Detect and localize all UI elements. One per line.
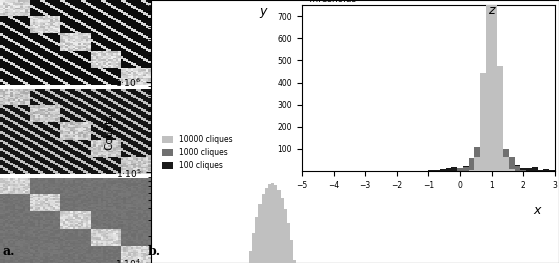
Text: y: y [259, 5, 266, 18]
Y-axis label: Counts: Counts [104, 113, 114, 150]
Bar [265, 188, 268, 263]
Bar [258, 204, 262, 263]
Bar [252, 233, 255, 263]
Bar [268, 184, 271, 263]
Bar [255, 217, 258, 263]
Bar [262, 194, 265, 263]
Bar [249, 251, 252, 263]
Bar [287, 223, 290, 263]
Bar [271, 183, 274, 263]
Text: x: x [533, 204, 541, 217]
Bar [284, 209, 287, 263]
Text: a.: a. [3, 245, 15, 258]
Bar [281, 198, 284, 263]
Bar [290, 240, 293, 263]
Text: b.: b. [148, 245, 161, 258]
Bar [274, 185, 277, 263]
Bar [277, 190, 281, 263]
Legend: 10000 cliques, 1000 cliques, 100 cliques: 10000 cliques, 1000 cliques, 100 cliques [159, 132, 236, 173]
Bar [293, 260, 296, 263]
